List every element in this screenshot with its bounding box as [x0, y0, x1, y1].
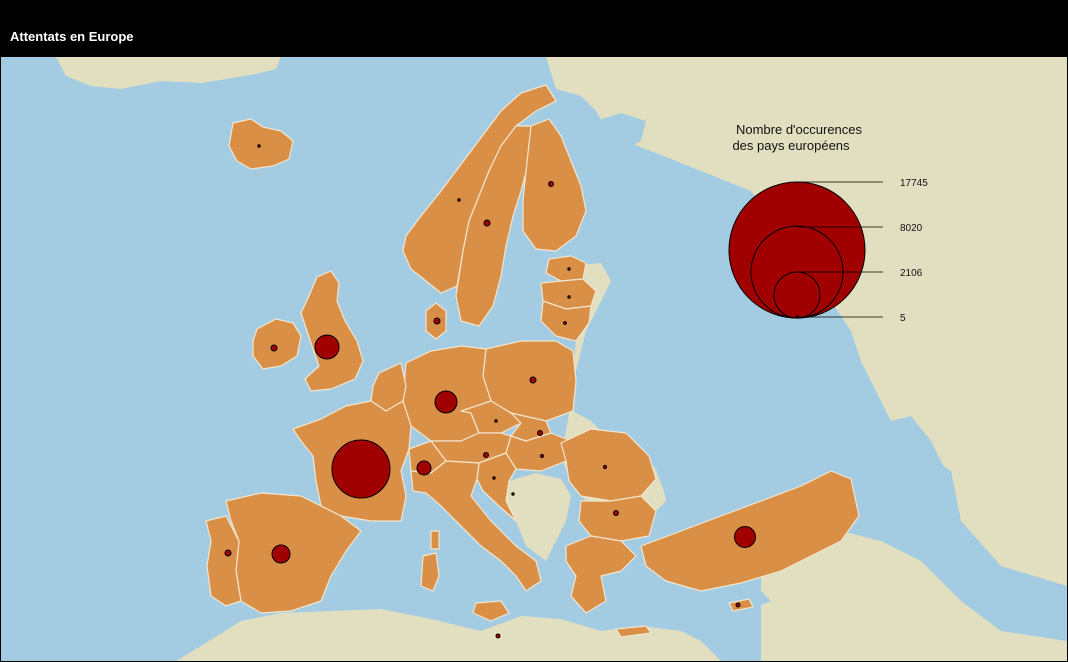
bubble-romania [602, 464, 608, 470]
bubble-czech-republic [494, 419, 498, 423]
bubble-lithuania [563, 321, 567, 325]
sardinia [420, 552, 440, 592]
italy [410, 460, 542, 592]
bubble-cyprus [735, 602, 741, 608]
corsica [430, 530, 440, 550]
bubble-latvia [567, 295, 571, 299]
slovenia-croatia [476, 452, 517, 522]
title-bar: Attentats en Europe [1, 1, 1067, 57]
bubble-turkey [734, 526, 756, 548]
legend-label-8020: 8020 [900, 223, 923, 234]
bubble-malta [495, 633, 501, 639]
greece [565, 535, 637, 614]
bubble-denmark [433, 317, 441, 325]
bubble-switzerland [416, 460, 432, 476]
bubble-norway [457, 198, 461, 202]
bubble-iceland [257, 144, 261, 148]
czech-republic [460, 400, 522, 434]
legend-circles [728, 181, 866, 319]
bubble-united-kingdom [314, 334, 340, 360]
bubble-france [331, 439, 391, 499]
bubble-croatia [511, 492, 515, 496]
page-title: Attentats en Europe [10, 29, 134, 44]
european-countries [205, 84, 860, 639]
bubble-portugal [224, 549, 232, 557]
europe-map[interactable]: Nombre d'occurences des pays européens 1… [1, 57, 1067, 661]
lithuania [540, 300, 592, 342]
united-kingdom [300, 270, 364, 392]
finland [522, 118, 587, 252]
bubble-ireland [270, 344, 278, 352]
legend-title-line-2: des pays européens [732, 138, 850, 153]
cyprus [728, 598, 754, 612]
sicily [472, 600, 510, 622]
legend-label-2106: 2106 [900, 268, 923, 279]
bulgaria [578, 495, 657, 542]
bubble-sweden [483, 219, 491, 227]
bubble-spain [271, 544, 291, 564]
bubble-poland [529, 376, 537, 384]
bubble-estonia [567, 267, 571, 271]
bubble-slovenia [492, 476, 496, 480]
bubbles [224, 144, 756, 639]
legend-label-5: 5 [900, 313, 906, 324]
legend-label-17745: 17745 [900, 178, 928, 189]
legend-title-line-1: Nombre d'occurences [736, 122, 863, 137]
sweden [455, 125, 532, 327]
legend: Nombre d'occurences des pays européens 1… [728, 122, 928, 324]
legend-leaders [797, 181, 883, 318]
bubble-slovakia [537, 430, 543, 436]
bubble-bulgaria [613, 510, 619, 516]
ireland [252, 318, 302, 370]
bubble-austria [483, 452, 489, 458]
portugal [205, 515, 242, 607]
crete [615, 625, 652, 638]
iceland [228, 118, 294, 170]
bubble-germany [434, 390, 458, 414]
inland-seas [596, 113, 949, 613]
legend-circle-2106 [773, 271, 821, 319]
bubble-hungary [540, 454, 544, 458]
bubble-finland [548, 181, 554, 187]
